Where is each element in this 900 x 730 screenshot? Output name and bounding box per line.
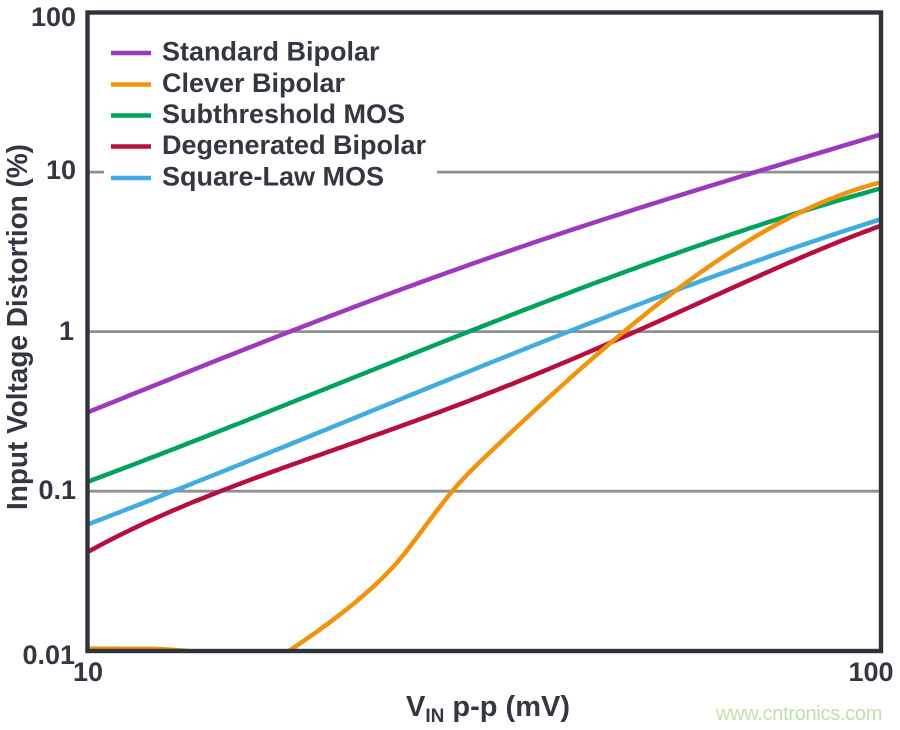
svg-text:0.1: 0.1 [38,475,76,505]
svg-text:Input Voltage Distortion (%): Input Voltage Distortion (%) [2,144,34,510]
svg-text:Square-Law MOS: Square-Law MOS [162,162,384,192]
svg-text:10: 10 [46,155,76,185]
svg-text:1: 1 [59,316,74,346]
svg-text:Clever Bipolar: Clever Bipolar [162,68,346,98]
svg-text:10: 10 [73,657,103,687]
svg-text:Degenerated Bipolar: Degenerated Bipolar [162,130,427,160]
svg-text:0.01: 0.01 [22,640,75,670]
svg-text:Subthreshold MOS: Subthreshold MOS [162,99,405,129]
svg-text:100: 100 [848,657,893,687]
svg-text:www.cntronics.com: www.cntronics.com [715,703,882,725]
svg-text:Standard Bipolar: Standard Bipolar [162,37,380,67]
svg-text:100: 100 [31,2,76,32]
